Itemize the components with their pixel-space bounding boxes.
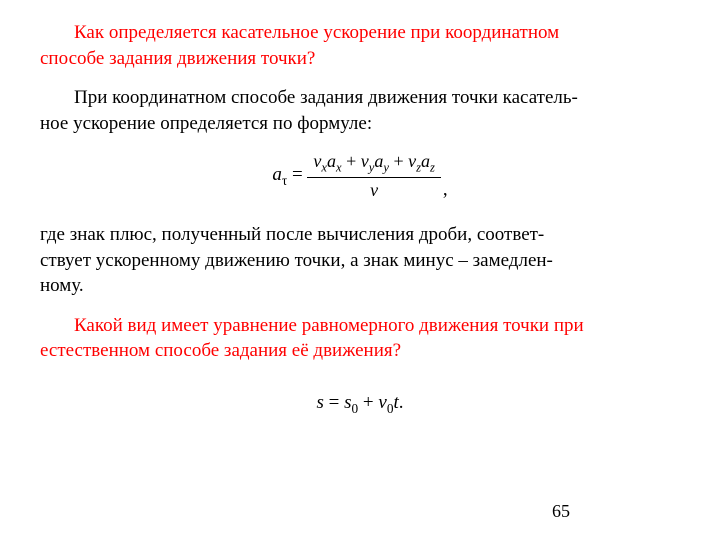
formula-uniform-motion: s = s0 + v0t. (40, 392, 680, 417)
answer-1-intro: При координатном способе задания движени… (40, 85, 680, 136)
a2-line2: ствует ускоренному движению точки, а зна… (40, 250, 553, 271)
f1-lhs-var: a (272, 164, 282, 185)
question-1: Как определяется касательное ускорение п… (40, 20, 680, 71)
a1-line1: При координатном способе задания движени… (74, 87, 578, 108)
page-number: 65 (552, 501, 570, 522)
q1-line2: способе задания движения точки? (40, 48, 315, 69)
f1-denominator: v (307, 178, 441, 202)
f1-numerator: vxax + vyay + vzaz (307, 151, 441, 179)
a1-line2: ное ускорение определяется по формуле: (40, 113, 372, 134)
answer-1-tail: где знак плюс, полученный после вычислен… (40, 222, 680, 299)
formula-tangential-acceleration: aτ = vxax + vyay + vzaz v , (40, 151, 680, 202)
a2-line1: где знак плюс, полученный после вычислен… (40, 224, 544, 245)
q2-line2: естественном способе задания её движения… (40, 340, 401, 361)
q2-line1: Какой вид имеет уравнение равномерного д… (74, 315, 584, 336)
page: Как определяется касательное ускорение п… (0, 0, 720, 540)
q1-line1: Как определяется касательное ускорение п… (74, 22, 559, 43)
question-2: Какой вид имеет уравнение равномерного д… (40, 313, 680, 364)
f1-lhs-sub: τ (282, 173, 287, 188)
a2-line3: ному. (40, 275, 84, 296)
